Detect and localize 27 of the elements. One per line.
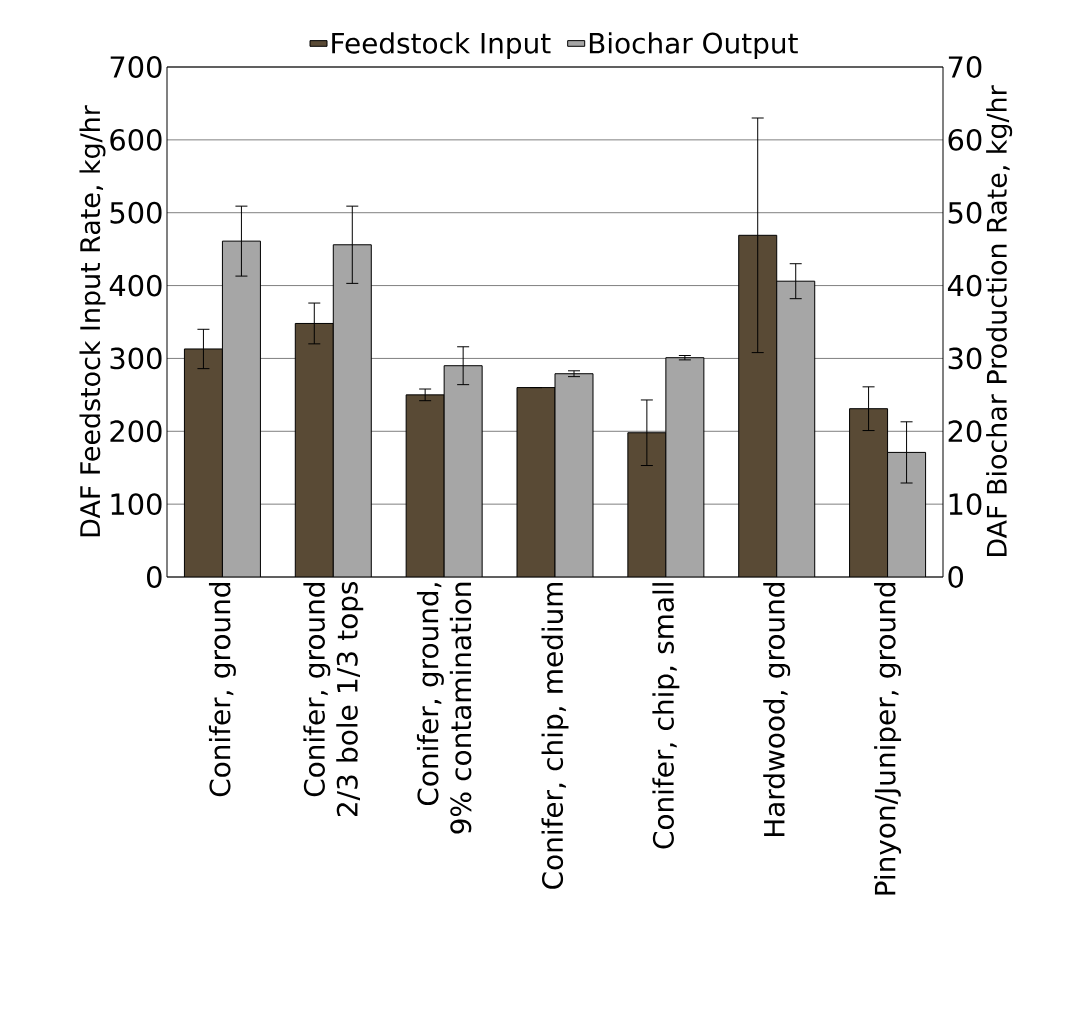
y-tick-label: 100: [111, 493, 162, 516]
y-tick-label: 600: [110, 128, 162, 151]
legend-label: Feedstock Input: [332, 32, 551, 60]
y2-tick-label: 10: [949, 493, 982, 516]
x-tick-label: Conifer, ground, 9% contamination: [416, 582, 472, 834]
y2-tick-label: 30: [948, 347, 982, 370]
y-tick-label: 0: [147, 566, 162, 588]
y-axis-title: DAF Feedstock Input Rate, kg/hr: [79, 105, 106, 537]
y2-tick-label: 40: [947, 274, 982, 297]
x-tick-label: Conifer, ground 2/3 bole 1/3 tops: [303, 581, 364, 817]
y2-tick-label: 20: [948, 420, 982, 443]
x-tick-label: Conifer, ground: [208, 583, 236, 797]
legend-label: Biochar Output: [589, 32, 798, 60]
y2-tick-label: 60: [948, 128, 982, 151]
y2-axis-title: DAF Biochar Production Rate, kg/hr: [986, 85, 1013, 556]
x-tick-label: Pinyon/Juniper, ground: [874, 582, 902, 895]
x-tick-label: Conifer, chip, medium: [541, 582, 569, 889]
y2-tick-label: 50: [948, 201, 982, 224]
y2-tick-label: 0: [948, 566, 963, 588]
y-tick-label: 500: [110, 201, 162, 224]
y-tick-label: 400: [109, 274, 162, 297]
y-tick-label: 200: [110, 420, 162, 443]
y2-tick-label: 70: [948, 56, 982, 78]
x-tick-label: Hardwood, ground: [763, 583, 791, 837]
y-tick-label: 700: [110, 56, 162, 78]
x-tick-label: Conifer, chip, small: [652, 583, 680, 849]
y-tick-label: 300: [110, 347, 162, 370]
